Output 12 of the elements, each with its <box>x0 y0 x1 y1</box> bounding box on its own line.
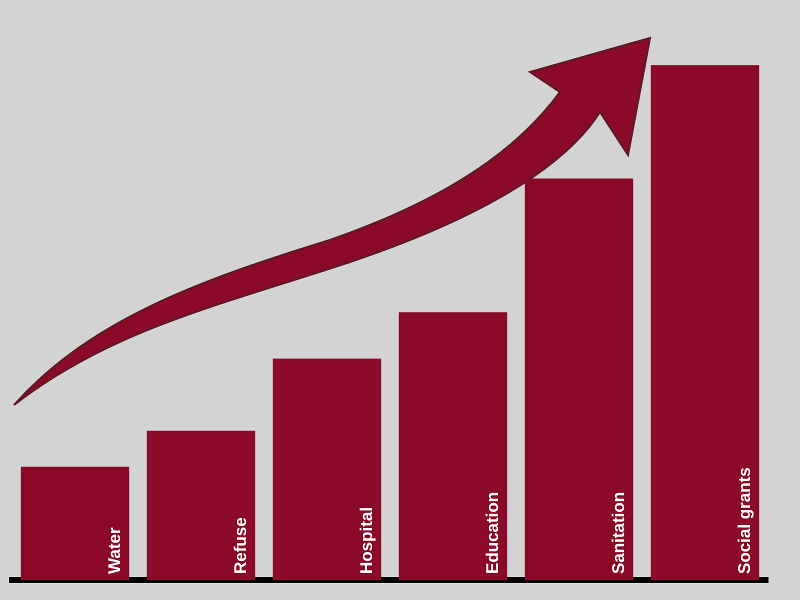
x-tick-label: Education <box>482 492 502 574</box>
bar <box>272 358 382 580</box>
x-tick-label: Hospital <box>356 506 376 574</box>
bar <box>146 430 256 580</box>
x-tick-label: Sanitation <box>608 492 628 574</box>
x-tick-label: Water <box>104 527 124 574</box>
x-tick-label: Refuse <box>230 517 250 574</box>
bar <box>524 178 634 580</box>
bar <box>398 312 508 580</box>
x-tick-label: Social grants <box>734 467 754 574</box>
bar <box>20 466 130 580</box>
bar <box>650 65 760 580</box>
